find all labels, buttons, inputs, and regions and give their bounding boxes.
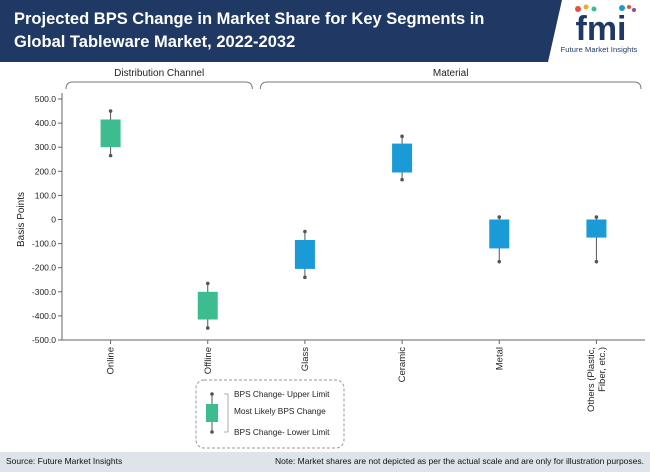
box-ceramic	[392, 134, 413, 182]
y-tick-label: 0	[51, 215, 56, 225]
y-tick-label: -400.0	[32, 311, 56, 321]
logo-caption: Future Market Insights	[560, 45, 638, 54]
lower-limit-point	[108, 153, 113, 158]
legend-bracket	[224, 393, 229, 433]
y-tick-label: -500.0	[32, 335, 56, 345]
lower-limit-point	[205, 326, 210, 330]
legend: BPS Change- Upper Limit Most Likely BPS C…	[195, 379, 345, 449]
y-tick-label: 200.0	[35, 166, 57, 176]
x-tick-label: Metal	[494, 347, 505, 370]
x-tick-label: Offline	[203, 347, 214, 374]
y-tick-label: -300.0	[32, 287, 56, 297]
x-tick-label: Glass	[300, 347, 311, 372]
legend-box	[206, 404, 218, 422]
legend-lower-point	[210, 430, 214, 434]
lower-limit-point	[594, 259, 599, 264]
legend-label-mid: Most Likely BPS Change	[234, 406, 326, 416]
group-label: Distribution Channel	[114, 68, 204, 79]
y-tick-label: 400.0	[35, 118, 57, 128]
box-chart: Distribution Channel Material 500.0 400.0 3…	[16, 68, 645, 449]
boxes	[100, 109, 607, 330]
y-axis-label: Basis Points	[16, 192, 27, 247]
legend-label-upper: BPS Change- Upper Limit	[234, 389, 330, 399]
group-label: Material	[433, 68, 469, 79]
box-body	[100, 119, 121, 148]
fmi-logo-icon: fmi	[575, 4, 636, 44]
group-brackets: Distribution Channel Material	[65, 68, 642, 90]
box-metal	[489, 215, 510, 264]
box-body	[197, 291, 218, 320]
upper-limit-point	[205, 281, 210, 286]
box-glass	[294, 229, 315, 280]
upper-limit-point	[400, 134, 404, 139]
upper-limit-point	[594, 215, 599, 219]
logo-wordmark: fmi	[576, 10, 627, 44]
legend-upper-point	[210, 392, 214, 396]
y-axis: 500.0 400.0 300.0 200.0 100.0 0 -100.0 -200.0 -3…	[16, 93, 63, 345]
legend-label-lower: BPS Change- Lower Limit	[234, 427, 330, 437]
group-bracket	[65, 81, 253, 90]
fmi-logo: fmi Future Market Insights	[548, 0, 650, 62]
note-text: Note: Market shares are not depicted as …	[274, 456, 644, 466]
upper-limit-point	[108, 109, 113, 113]
y-tick-label: 100.0	[35, 190, 57, 200]
x-tick-label: Ceramic	[397, 347, 408, 383]
box-body	[489, 219, 510, 249]
lower-limit-point	[497, 259, 502, 264]
legend-frame	[195, 379, 345, 449]
x-tick-label: Others (Plastic,	[586, 347, 597, 412]
y-tick-label: -100.0	[32, 239, 56, 249]
group-bracket	[259, 81, 642, 90]
x-tick-label: Online	[106, 347, 117, 374]
x-tick-label: Fiber, etc.)	[597, 347, 608, 392]
y-tick-label: 300.0	[35, 142, 57, 152]
box-body	[294, 239, 315, 269]
box-online	[100, 109, 121, 158]
chart-header: Projected BPS Change in Market Share for…	[0, 0, 650, 62]
lower-limit-point	[303, 275, 307, 280]
footer: Source: Future Market Insights Note: Mar…	[0, 452, 650, 472]
upper-limit-point	[497, 215, 502, 219]
source-text: Source: Future Market Insights	[6, 456, 123, 466]
box-body	[392, 143, 413, 173]
chart-title: Projected BPS Change in Market Share for…	[14, 10, 485, 51]
box-offline	[197, 281, 218, 330]
box-others-plastic-fiber-etc	[586, 215, 607, 264]
x-axis: Online Offline Glass Ceramic Metal Others (Pl…	[62, 339, 645, 412]
box-body	[586, 219, 607, 238]
lower-limit-point	[400, 177, 404, 182]
upper-limit-point	[303, 229, 307, 234]
y-tick-label: -200.0	[32, 263, 56, 273]
y-tick-label: 500.0	[35, 94, 57, 104]
